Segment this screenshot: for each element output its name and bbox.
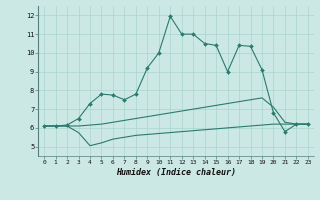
X-axis label: Humidex (Indice chaleur): Humidex (Indice chaleur)	[116, 168, 236, 177]
